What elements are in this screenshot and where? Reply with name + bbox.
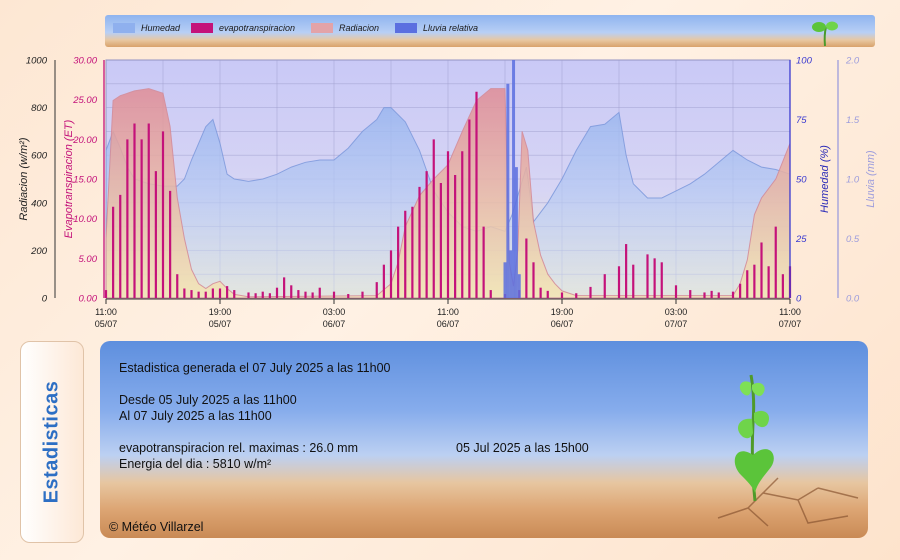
legend-swatch-radiacion [311,23,333,33]
x-tick-time: 11:00 [437,307,459,317]
legend-item-radiacion: Radiacion [311,23,379,33]
legend-item-lluvia: Lluvia relativa [395,23,478,33]
lluvia-tick-label: 0.5 [846,234,860,245]
stats-energy: Energia del dia : 5810 w/m² [119,457,272,471]
legend-label-evapotranspiracion: evapotranspiracion [219,23,296,33]
et-tick-label: 5.00 [79,254,98,265]
humedad-tick-label: 100 [796,56,813,67]
x-tick-time: 19:00 [551,307,574,317]
x-tick-date: 06/07 [437,319,460,329]
x-tick-time: 03:00 [323,307,346,317]
series-layer [104,60,792,299]
legend-item-evapotranspiracion: evapotranspiracion [191,23,295,33]
stats-tab[interactable]: Estadisticas [20,341,84,543]
humedad-tick-label: 0 [796,294,802,305]
x-tick-date: 07/07 [665,319,688,329]
axis-title-et: Evapotranspiracion (ET) [63,119,75,238]
radiacion-tick-label: 1000 [26,56,48,67]
humedad-tick-label: 50 [796,175,807,186]
plant-icon [734,374,774,502]
et-tick-label: 20.00 [72,135,97,146]
x-tick-date: 06/07 [551,319,574,329]
axis-title-humedad: Humedad (%) [819,145,831,213]
lluvia-tick-label: 1.5 [846,115,860,126]
stats-panel: Estadistica generada el 07 July 2025 a l… [100,341,868,538]
chart-legend: Humedad evapotranspiracion Radiacion Llu… [105,15,875,47]
stats-tab-label: Estadisticas [40,380,63,504]
radiacion-tick-label: 400 [31,198,48,209]
legend-label-radiacion: Radiacion [339,23,380,33]
cracked-earth-icon [717,477,859,527]
axis-title-lluvia: Lluvia (mm) [865,150,877,208]
stats-copyright: © Météo Villarzel [109,520,204,534]
sprout-icon [812,21,838,47]
lluvia-tick-label: 2.0 [845,56,860,67]
x-tick-date: 05/07 [209,319,232,329]
stats-generated: Estadistica generada el 07 July 2025 a l… [119,361,391,375]
et-tick-label: 15.00 [73,175,97,186]
x-tick-date: 07/07 [779,319,802,329]
x-tick-time: 03:00 [665,307,688,317]
radiacion-tick-label: 200 [30,246,48,257]
radiacion-tick-label: 0 [42,294,48,305]
lluvia-tick-label: 0.0 [846,294,860,305]
x-tick-date: 06/07 [323,319,346,329]
legend-label-lluvia: Lluvia relativa [423,23,479,33]
et-tick-label: 30.00 [73,56,97,67]
radiacion-tick-label: 600 [31,151,48,162]
humedad-area [105,107,791,299]
lluvia-tick-label: 1.0 [846,175,860,186]
legend-swatch-humedad [113,23,135,33]
et-tick-label: 10.00 [73,214,97,225]
axis-title-radiacion: Radiacion (w/m²) [18,137,30,220]
weather-chart: 020040060080010000.005.0010.0015.0020.00… [18,56,877,330]
legend-item-humedad: Humedad [113,23,180,33]
legend-label-humedad: Humedad [141,23,181,33]
et-tick-label: 25.00 [72,95,97,106]
stats-et-max-time: 05 Jul 2025 a las 15h00 [456,441,589,455]
tick-labels: 020040060080010000.005.0010.0015.0020.00… [26,56,860,330]
stats-et-max: evapotranspiracion rel. maximas : 26.0 m… [119,441,358,455]
humedad-tick-label: 25 [795,234,807,245]
legend-swatch-lluvia [395,23,417,33]
stats-from: Desde 05 July 2025 a las 11h00 [119,393,297,407]
humedad-tick-label: 75 [796,115,807,126]
x-tick-date: 05/07 [95,319,118,329]
et-tick-label: 0.00 [79,294,98,305]
stats-to: Al 07 July 2025 a las 11h00 [119,409,272,423]
x-tick-time: 19:00 [209,307,232,317]
legend-swatch-evapotranspiracion [191,23,213,33]
x-tick-time: 11:00 [779,307,801,317]
radiacion-tick-label: 800 [31,103,48,114]
x-tick-time: 11:00 [95,307,117,317]
